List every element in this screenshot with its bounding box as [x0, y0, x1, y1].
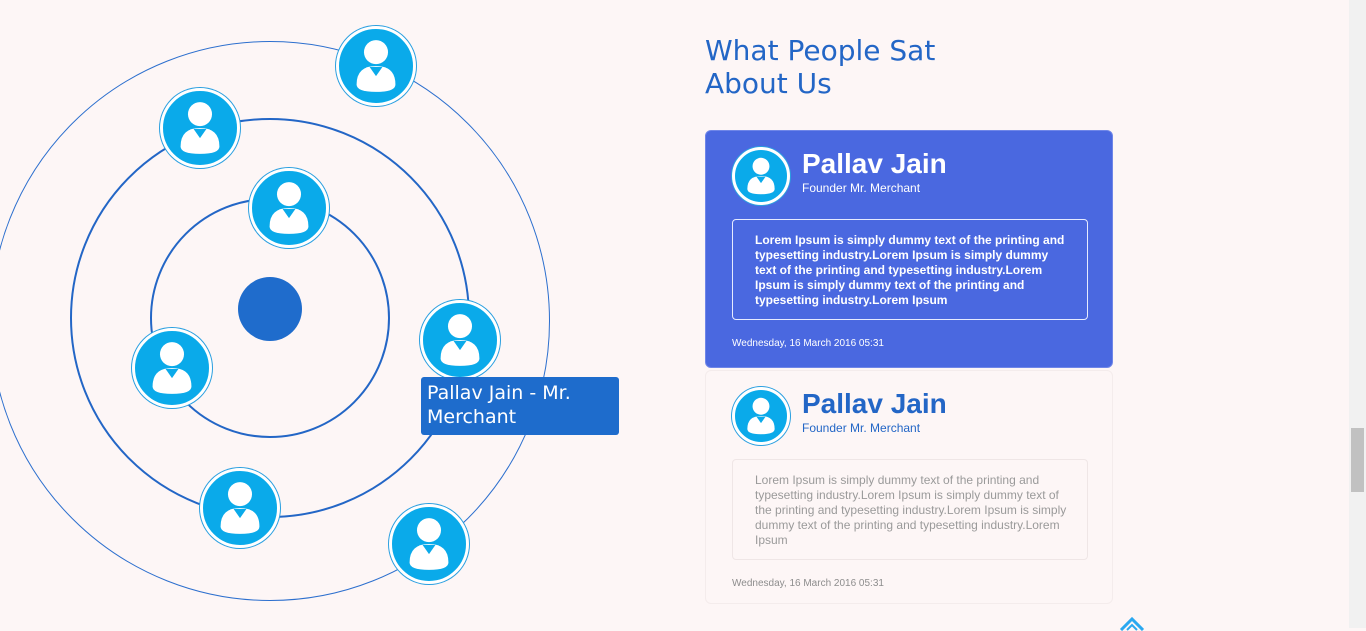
- orbit-avatar[interactable]: [132, 328, 212, 408]
- orbit-avatar[interactable]: [420, 300, 500, 380]
- avatar-tooltip: Pallav Jain - Mr. Merchant: [421, 377, 619, 435]
- orbit-avatar[interactable]: [160, 88, 240, 168]
- user-avatar-icon: [409, 518, 449, 570]
- orbit-center-dot: [238, 277, 302, 341]
- orbit-avatar[interactable]: [249, 168, 329, 248]
- testimonial-avatar: [732, 147, 790, 205]
- testimonial-name: Pallav Jain: [802, 148, 947, 179]
- orbit-graphic: Pallav Jain - Mr. Merchant: [0, 0, 680, 628]
- orbit-avatar[interactable]: [389, 504, 469, 584]
- orbit-ring-outer: [0, 41, 550, 601]
- user-avatar-icon: [269, 182, 309, 234]
- user-avatar-icon: [747, 157, 775, 195]
- testimonial-role: Founder Mr. Merchant: [802, 181, 921, 195]
- testimonial-role: Founder Mr. Merchant: [802, 421, 921, 435]
- testimonial-date: Wednesday, 16 March 2016 05:31: [732, 578, 884, 589]
- user-avatar-icon: [220, 482, 260, 534]
- user-avatar-icon: [180, 102, 220, 154]
- heading-line-1: What People Sat: [705, 34, 936, 67]
- section-heading: What People Sat About Us: [705, 34, 1005, 100]
- user-avatar-icon: [152, 342, 192, 394]
- user-avatar-icon: [747, 397, 775, 435]
- testimonial-date: Wednesday, 16 March 2016 05:31: [732, 338, 884, 349]
- testimonial-name: Pallav Jain: [802, 388, 947, 419]
- testimonial-card[interactable]: Pallav Jain Founder Mr. Merchant Lorem I…: [705, 370, 1113, 604]
- testimonial-avatar: [732, 387, 790, 445]
- heading-line-2: About Us: [705, 67, 832, 100]
- testimonial-text: Lorem Ipsum is simply dummy text of the …: [732, 459, 1088, 560]
- user-avatar-icon: [356, 40, 396, 92]
- scrollbar-thumb[interactable]: [1351, 428, 1364, 492]
- page-scrollbar[interactable]: [1349, 0, 1366, 628]
- orbit-avatar[interactable]: [336, 26, 416, 106]
- scroll-to-top-icon[interactable]: [1118, 615, 1146, 631]
- testimonial-text: Lorem Ipsum is simply dummy text of the …: [732, 219, 1088, 320]
- orbit-avatar[interactable]: [200, 468, 280, 548]
- testimonial-card-active[interactable]: Pallav Jain Founder Mr. Merchant Lorem I…: [705, 130, 1113, 368]
- user-avatar-icon: [440, 314, 480, 366]
